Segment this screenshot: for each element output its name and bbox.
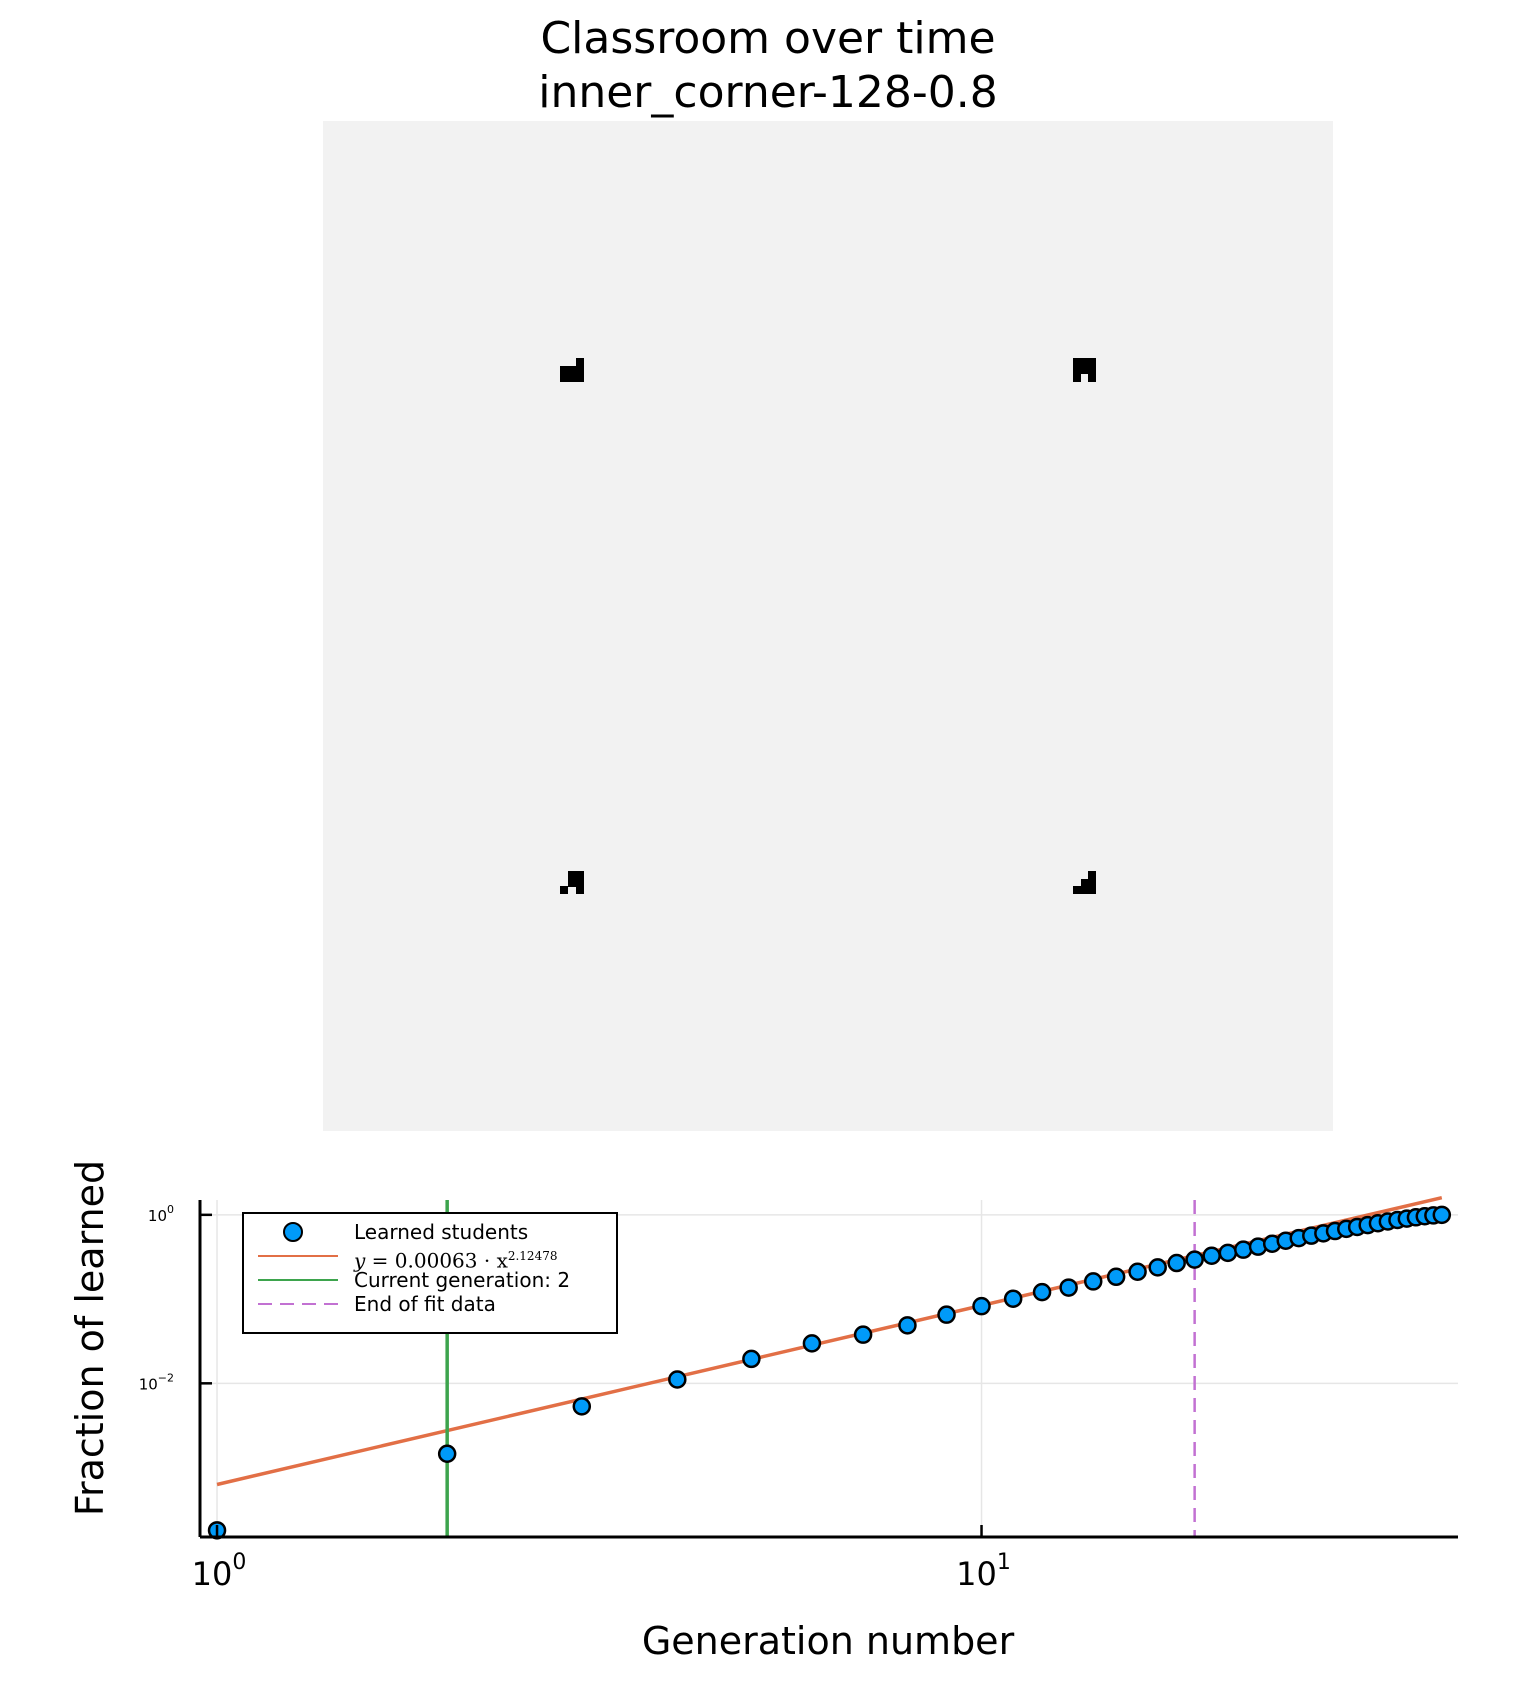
data-point <box>1185 1250 1204 1269</box>
legend-label-fit: y = 0.00063 · x2.12478 <box>354 1244 557 1273</box>
legend-label: End of fit data <box>354 1292 496 1316</box>
grid-cell-filled <box>559 373 568 382</box>
x-tick-exponent: 1 <box>997 1550 1011 1575</box>
grid-cell-filled <box>567 365 576 374</box>
legend-marker-line <box>258 1255 338 1257</box>
grid-cell-filled <box>1080 357 1089 366</box>
x-tick-label: 101 <box>956 1550 1011 1593</box>
grid-cell-filled <box>567 373 576 382</box>
grid-cell-filled <box>1088 870 1097 879</box>
legend-item-learned-students: Learned students <box>244 1220 616 1244</box>
legend-marker-vline <box>258 1279 338 1281</box>
grid-cell-filled <box>1088 373 1097 382</box>
data-point <box>668 1370 687 1389</box>
legend-item-current-generation: Current generation: 2 <box>244 1268 616 1292</box>
data-point <box>1432 1205 1452 1225</box>
y-tick-label: 10−2 <box>139 1371 174 1393</box>
fit-lhs: y <box>354 1248 366 1273</box>
legend: Learned students y = 0.00063 · x2.12478 … <box>242 1212 618 1334</box>
classroom-grid-image <box>323 121 1333 1131</box>
grid-cell-filled <box>1080 886 1089 895</box>
y-tick-exponent: 0 <box>167 1203 174 1216</box>
data-point <box>1202 1246 1221 1265</box>
grid-cell-filled <box>1088 886 1097 895</box>
data-point <box>898 1316 917 1335</box>
grid-cell-filled <box>1088 878 1097 887</box>
data-point <box>1106 1267 1126 1287</box>
data-point <box>853 1325 873 1344</box>
x-tick-label: 100 <box>192 1550 247 1593</box>
grid-cell-filled <box>559 365 568 374</box>
legend-item-fit-line: y = 0.00063 · x2.12478 <box>244 1244 616 1273</box>
axes <box>198 1200 1458 1539</box>
grid-cell-filled <box>575 870 584 879</box>
grid-cell-filled <box>1072 886 1081 895</box>
chart-title-line1: Classroom over time <box>540 13 996 64</box>
data-point <box>572 1397 592 1416</box>
data-point <box>1059 1278 1078 1297</box>
legend-marker-scatter <box>283 1222 303 1242</box>
data-point <box>1032 1282 1052 1302</box>
data-point <box>1083 1272 1103 1291</box>
data-point <box>742 1349 761 1369</box>
grid-cell-filled <box>575 878 584 887</box>
data-point <box>1218 1243 1238 1263</box>
x-axis-label: Generation number <box>642 1619 1015 1663</box>
x-tick-exponent: 0 <box>232 1550 246 1575</box>
data-point <box>1148 1258 1167 1277</box>
grid-cell-filled <box>1072 373 1081 382</box>
series-layer <box>207 1195 1452 1540</box>
data-point <box>1128 1262 1147 1282</box>
grid-cell-filled <box>575 886 584 895</box>
grid-cell-filled <box>567 878 576 887</box>
y-axis-label: Fraction of learned <box>68 1160 112 1516</box>
y-tick-exponent: −2 <box>158 1371 174 1384</box>
grid-cell-filled <box>1072 357 1081 366</box>
legend-marker-dashed <box>258 1303 338 1305</box>
fit-eq: = 0.00063 · x <box>365 1248 508 1273</box>
grid-cell-filled <box>575 357 584 366</box>
data-point <box>972 1296 991 1316</box>
grid-cell-filled <box>559 886 568 895</box>
data-point <box>937 1305 956 1324</box>
data-point <box>1234 1240 1253 1259</box>
legend-label: Learned students <box>354 1220 529 1244</box>
grid-cell-filled <box>1088 365 1097 374</box>
data-point <box>802 1334 822 1353</box>
grid-cell-filled <box>1080 878 1089 887</box>
grid-cell-filled <box>575 365 584 374</box>
y-tick-label: 100 <box>148 1203 174 1225</box>
data-point <box>1003 1289 1023 1308</box>
chart-title-line2: inner_corner-128-0.8 <box>538 67 998 118</box>
legend-item-end-of-fit: End of fit data <box>244 1292 616 1316</box>
grid-cell-filled <box>1072 365 1081 374</box>
data-point <box>437 1444 457 1463</box>
data-point <box>1167 1253 1186 1273</box>
legend-label: Current generation: 2 <box>354 1268 571 1292</box>
fit-exponent: 2.12478 <box>507 1249 558 1263</box>
grid-cell-filled <box>575 373 584 382</box>
grid-cell-filled <box>567 870 576 879</box>
grid-cell-filled <box>1088 357 1097 366</box>
grid-cell-filled <box>1080 365 1089 374</box>
